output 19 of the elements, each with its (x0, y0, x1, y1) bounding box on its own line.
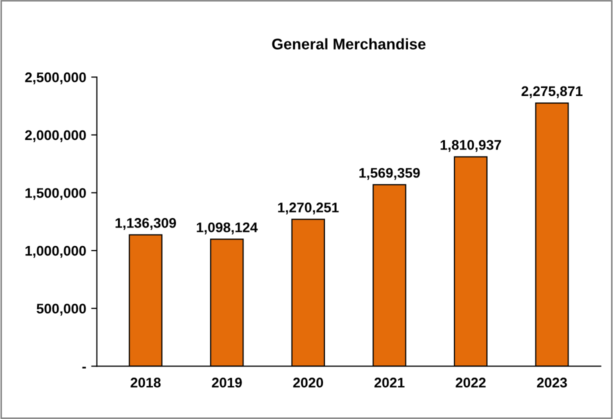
data-label: 1,810,937 (440, 140, 501, 152)
data-label: 1,569,359 (359, 168, 420, 180)
x-tick-label: 2023 (537, 378, 567, 388)
y-tick-label: 1,500,000 (26, 188, 86, 200)
data-label: 1,136,309 (116, 218, 176, 230)
y-tick-label: 2,500,000 (25, 72, 86, 84)
data-label: 1,270,251 (278, 202, 339, 214)
x-tick-label: 2021 (374, 378, 404, 388)
x-tick-label: 2020 (293, 378, 324, 388)
x-tick-label: 2018 (130, 378, 161, 388)
data-label: 2,275,871 (522, 86, 582, 98)
x-tick-label: 2022 (456, 378, 486, 388)
data-label: 1,098,124 (196, 222, 258, 234)
y-tick-label: 2,000,000 (25, 130, 86, 142)
y-tick-label: 1,000,000 (26, 246, 86, 258)
y-tick-label: 500,000 (36, 304, 86, 316)
chart-title: General Merchandise (272, 38, 426, 50)
x-tick-label: 2019 (212, 378, 242, 388)
y-tick-label: - (82, 366, 86, 368)
